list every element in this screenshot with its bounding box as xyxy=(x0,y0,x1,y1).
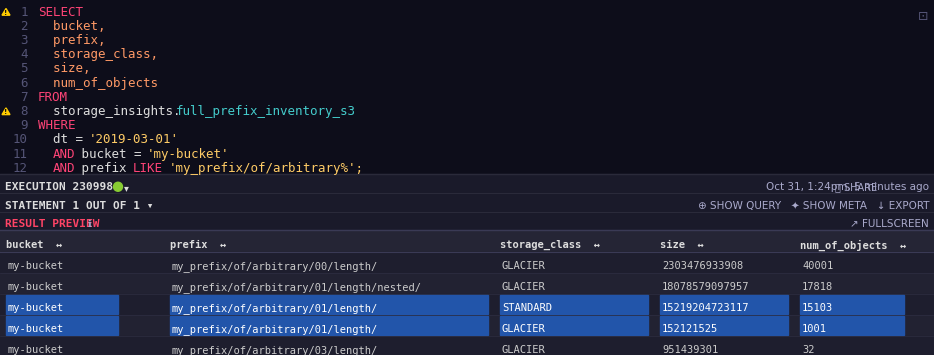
Text: 📋 SHARE: 📋 SHARE xyxy=(835,182,877,192)
Circle shape xyxy=(114,182,122,191)
Bar xyxy=(0,315,934,337)
Bar xyxy=(0,0,934,174)
Text: 1: 1 xyxy=(21,6,28,19)
Text: GLACIER: GLACIER xyxy=(502,282,545,292)
Text: 6: 6 xyxy=(21,77,28,90)
Text: my_prefix/of/arbitrary/01/length/: my_prefix/of/arbitrary/01/length/ xyxy=(172,324,378,334)
Bar xyxy=(0,174,934,193)
Text: EXECUTION 230998: EXECUTION 230998 xyxy=(5,182,113,192)
Text: 2303476933908: 2303476933908 xyxy=(662,261,743,271)
Text: dt =: dt = xyxy=(38,133,91,147)
Text: 'my_prefix/of/arbitrary%';: 'my_prefix/of/arbitrary%'; xyxy=(168,162,363,175)
Text: RESULT PREVIEW: RESULT PREVIEW xyxy=(5,219,100,229)
Text: LIKE: LIKE xyxy=(133,162,163,175)
Text: 951439301: 951439301 xyxy=(662,345,718,355)
Text: prefix  ↔: prefix ↔ xyxy=(170,240,226,250)
Text: 40001: 40001 xyxy=(802,261,833,271)
Text: my_prefix/of/arbitrary/01/length/: my_prefix/of/arbitrary/01/length/ xyxy=(172,302,378,313)
Text: num_of_objects  ↔: num_of_objects ↔ xyxy=(800,240,906,251)
Bar xyxy=(6,316,118,335)
Text: SELECT: SELECT xyxy=(38,6,83,19)
Text: ↗ FULLSCREEN: ↗ FULLSCREEN xyxy=(850,219,929,229)
Bar xyxy=(800,316,904,335)
Text: bucket  ↔: bucket ↔ xyxy=(6,240,63,250)
Bar xyxy=(170,295,488,315)
Text: bucket =: bucket = xyxy=(74,148,149,161)
Text: storage_class  ↔: storage_class ↔ xyxy=(500,240,600,251)
Text: WHERE: WHERE xyxy=(38,119,76,132)
Text: Oct 31, 1:24pm, 5 minutes ago: Oct 31, 1:24pm, 5 minutes ago xyxy=(766,182,929,192)
Text: bucket,: bucket, xyxy=(38,20,106,33)
Bar xyxy=(500,295,648,315)
Text: 7: 7 xyxy=(21,91,28,104)
Text: 3: 3 xyxy=(21,34,28,47)
Text: 12: 12 xyxy=(13,162,28,175)
Text: prefix: prefix xyxy=(74,162,134,175)
Text: ℹ: ℹ xyxy=(88,219,92,229)
Text: GLACIER: GLACIER xyxy=(502,324,545,334)
Text: 15103: 15103 xyxy=(802,303,833,313)
Bar xyxy=(0,252,934,273)
Text: full_prefix_inventory_s3: full_prefix_inventory_s3 xyxy=(176,105,356,118)
Text: GLACIER: GLACIER xyxy=(502,261,545,271)
Text: prefix,: prefix, xyxy=(38,34,106,47)
Text: FROM: FROM xyxy=(38,91,68,104)
Text: my-bucket: my-bucket xyxy=(8,261,64,271)
Bar xyxy=(0,212,934,230)
Text: GLACIER: GLACIER xyxy=(502,345,545,355)
Text: my_prefix/of/arbitrary/00/length/: my_prefix/of/arbitrary/00/length/ xyxy=(172,261,378,272)
Bar xyxy=(0,294,934,315)
Bar xyxy=(0,230,934,355)
Bar xyxy=(0,193,934,212)
Text: ⊡: ⊡ xyxy=(917,10,928,23)
Bar xyxy=(500,316,648,335)
Text: 8: 8 xyxy=(21,105,28,118)
Text: AND: AND xyxy=(52,162,75,175)
Text: 4: 4 xyxy=(21,48,28,61)
Text: num_of_objects: num_of_objects xyxy=(38,77,158,90)
Text: !: ! xyxy=(5,109,7,115)
Bar xyxy=(800,295,904,315)
Bar xyxy=(660,316,788,335)
Text: ▾: ▾ xyxy=(124,183,129,193)
Text: 10: 10 xyxy=(13,133,28,147)
Polygon shape xyxy=(2,9,10,15)
Text: STATEMENT 1 OUT OF 1 ▾: STATEMENT 1 OUT OF 1 ▾ xyxy=(5,201,153,211)
Text: 11: 11 xyxy=(13,148,28,161)
Text: my_prefix/of/arbitrary/03/length/: my_prefix/of/arbitrary/03/length/ xyxy=(172,345,378,355)
Text: 17818: 17818 xyxy=(802,282,833,292)
Text: 32: 32 xyxy=(802,345,814,355)
Text: 'my-bucket': 'my-bucket' xyxy=(147,148,229,161)
Text: my-bucket: my-bucket xyxy=(8,282,64,292)
Bar xyxy=(170,316,488,335)
Bar xyxy=(660,295,788,315)
Text: 5: 5 xyxy=(21,62,28,76)
Text: storage_insights.: storage_insights. xyxy=(38,105,180,118)
Text: AND: AND xyxy=(52,148,75,161)
Text: 9: 9 xyxy=(21,119,28,132)
Text: '2019-03-01': '2019-03-01' xyxy=(89,133,178,147)
Text: size,: size, xyxy=(38,62,91,76)
Text: storage_class,: storage_class, xyxy=(38,48,158,61)
Text: my-bucket: my-bucket xyxy=(8,345,64,355)
Text: 18078579097957: 18078579097957 xyxy=(662,282,749,292)
Text: 1001: 1001 xyxy=(802,324,827,334)
Bar xyxy=(6,295,118,315)
Text: ⊕ SHOW QUERY   ✦ SHOW META   ↓ EXPORT: ⊕ SHOW QUERY ✦ SHOW META ↓ EXPORT xyxy=(698,201,929,211)
Text: 152121525: 152121525 xyxy=(662,324,718,334)
Bar xyxy=(0,337,934,355)
Polygon shape xyxy=(2,108,10,115)
Bar xyxy=(0,273,934,294)
Text: 15219204723117: 15219204723117 xyxy=(662,303,749,313)
Text: STANDARD: STANDARD xyxy=(502,303,552,313)
Text: size  ↔: size ↔ xyxy=(660,240,703,250)
Text: !: ! xyxy=(5,10,7,16)
Text: my-bucket: my-bucket xyxy=(8,303,64,313)
Text: 2: 2 xyxy=(21,20,28,33)
Bar xyxy=(0,230,934,252)
Text: my_prefix/of/arbitrary/01/length/nested/: my_prefix/of/arbitrary/01/length/nested/ xyxy=(172,282,422,293)
Text: my-bucket: my-bucket xyxy=(8,324,64,334)
